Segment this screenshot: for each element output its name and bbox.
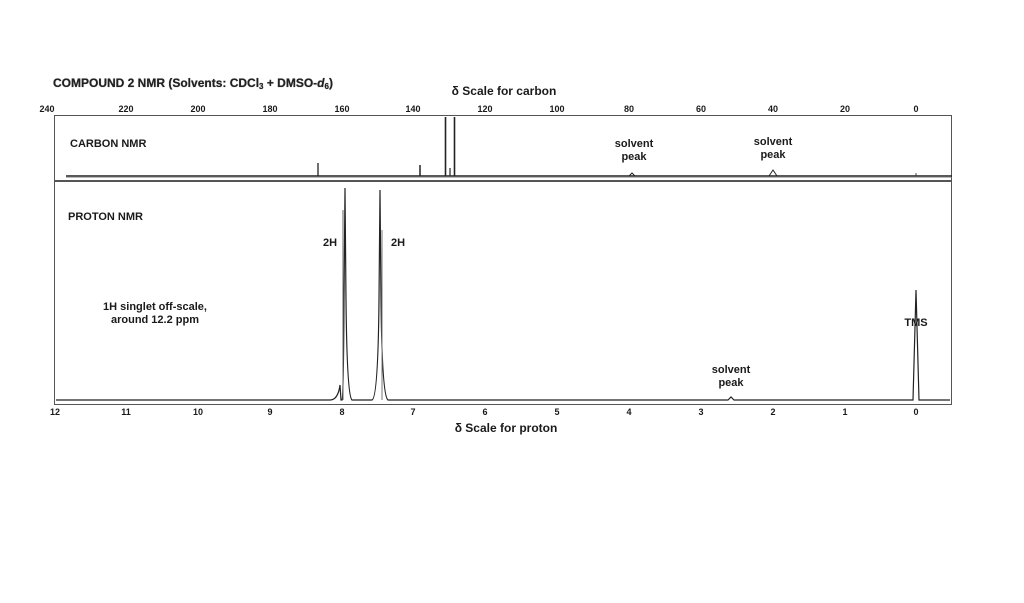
carbon-tick: 220 — [118, 104, 134, 114]
carbon-tick: 140 — [405, 104, 421, 114]
carbon-tick: 240 — [39, 104, 55, 114]
annot-line: peak — [760, 149, 786, 161]
offscale-note: 1H singlet off-scale, around 12.2 ppm — [103, 301, 207, 327]
carbon-tick: 160 — [334, 104, 350, 114]
carbon-solvent-annotation-2: solvent peak — [754, 136, 793, 162]
title-close: ) — [328, 76, 333, 90]
proton-tick: 10 — [192, 407, 204, 417]
proton-tick: 5 — [554, 407, 560, 417]
proton-2h-label-a: 2H — [322, 237, 338, 249]
carbon-x-axis: 240 220 200 180 160 140 120 100 80 60 40… — [0, 104, 1024, 116]
proton-panel-label: PROTON NMR — [68, 211, 143, 223]
annot-line: peak — [718, 377, 744, 389]
plot-frame — [54, 115, 952, 405]
proton-tick: 1 — [842, 407, 848, 417]
title-d: d — [317, 76, 325, 90]
carbon-panel-label: CARBON NMR — [70, 138, 147, 150]
title-compound: COMPOUND 2 NMR — [53, 76, 166, 90]
proton-spectrum — [56, 187, 950, 401]
carbon-tick: 40 — [767, 104, 779, 114]
proton-tick: 7 — [410, 407, 416, 417]
figure-title: COMPOUND 2 NMR (Solvents: CDCl3 + DMSO-d… — [53, 76, 333, 91]
carbon-tick: 180 — [262, 104, 278, 114]
proton-tick: 3 — [698, 407, 704, 417]
carbon-tick: 20 — [839, 104, 851, 114]
proton-tick: 0 — [913, 407, 919, 417]
subscript-3: 3 — [259, 82, 264, 91]
carbon-spectrum — [66, 117, 952, 178]
proton-solvent-annotation: solvent peak — [712, 364, 751, 390]
carbon-solvent-annotation-1: solvent peak — [615, 138, 654, 164]
proton-x-axis: 12 11 10 9 8 7 6 5 4 3 2 1 0 — [0, 407, 1024, 419]
proton-tick: 2 — [770, 407, 776, 417]
annot-line: around 12.2 ppm — [110, 314, 200, 326]
subscript-6: 6 — [324, 82, 329, 91]
carbon-tick: 100 — [549, 104, 565, 114]
carbon-axis-title: δ Scale for carbon — [451, 84, 557, 98]
tms-label: TMS — [904, 317, 928, 329]
carbon-tick: 120 — [477, 104, 493, 114]
proton-tick: 9 — [267, 407, 273, 417]
annot-line: solvent — [711, 364, 751, 376]
carbon-tick: 60 — [695, 104, 707, 114]
annot-line: peak — [621, 151, 647, 163]
carbon-tick: 200 — [190, 104, 206, 114]
title-dmso: + DMSO- — [263, 76, 318, 90]
annot-line: solvent — [614, 138, 654, 150]
proton-axis-title: δ Scale for proton — [454, 421, 558, 435]
proton-tick: 4 — [626, 407, 632, 417]
annot-line: 1H singlet off-scale, — [103, 301, 207, 313]
proton-tick: 8 — [339, 407, 345, 417]
title-solvents: (Solvents: CDCl — [165, 76, 260, 90]
carbon-tick: 80 — [623, 104, 635, 114]
proton-tick: 11 — [121, 407, 131, 417]
proton-tick: 12 — [49, 407, 61, 417]
carbon-tick: 0 — [913, 104, 919, 114]
annot-line: solvent — [753, 136, 793, 148]
proton-tick: 6 — [482, 407, 488, 417]
panel-divider — [54, 180, 952, 182]
proton-2h-label-b: 2H — [390, 237, 406, 249]
